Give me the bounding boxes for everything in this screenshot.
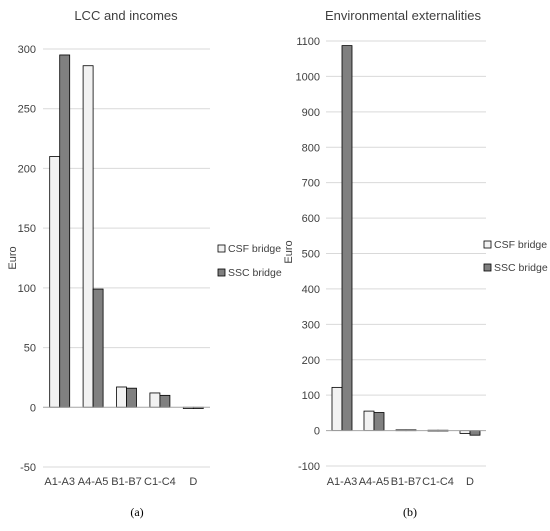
chart-a-bar-ssc-b1-b7 <box>126 387 137 408</box>
chart-b-y-tick-label: -100 <box>298 461 320 473</box>
chart-a-bar-ssc-a4-a5 <box>92 288 104 408</box>
chart-a-x-tick-label: D <box>189 476 197 488</box>
chart-a-y-tick-label: 0 <box>30 402 36 414</box>
chart-a-bar-csf-b1-b7 <box>116 386 127 408</box>
chart-b-bar-csf-a1-a3 <box>331 386 343 431</box>
chart-a-y-tick-label: 50 <box>24 343 36 355</box>
chart-b-y-ticks: -100 0 100 200 300 400 500 600 700 800 900 1000 1100 <box>296 36 320 473</box>
legend-b-ssc-swatch <box>483 263 492 272</box>
chart-b: Environmental externalities Euro -100 0 10… <box>283 8 548 519</box>
chart-b-y-tick-label: 400 <box>302 284 320 296</box>
chart-b-y-tick-label: 900 <box>302 107 320 119</box>
chart-a-x-tick-label: C1-C4 <box>144 476 176 488</box>
chart-b-y-tick-label: 700 <box>302 178 320 190</box>
chart-a-gridlines <box>43 48 210 468</box>
chart-b-y-tick-label: 300 <box>302 319 320 331</box>
chart-a-bar-ssc-c1-c4 <box>159 394 171 408</box>
chart-a: LCC and incomes Euro -50 0 50 100 150 200 250 3… <box>7 8 282 519</box>
chart-b-x-tick-label: A4-A5 <box>359 476 390 488</box>
chart-b-bar-csf-a4-a5 <box>363 410 375 431</box>
chart-b-y-tick-label: 100 <box>302 390 320 402</box>
legend-a-ssc-label: SSC bridge <box>228 267 282 279</box>
chart-a-y-tick-label: 300 <box>18 44 36 56</box>
chart-b-x-tick-label: A1-A3 <box>327 476 358 488</box>
chart-a-ylabel: Euro <box>7 246 19 269</box>
chart-b-y-tick-label: 800 <box>302 142 320 154</box>
chart-b-y-tick-label: 200 <box>302 355 320 367</box>
chart-a-y-tick-label: 200 <box>18 163 36 175</box>
chart-b-gridlines <box>326 40 486 467</box>
chart-a-bar-csf-a1-a3 <box>49 156 61 408</box>
chart-a-bar-ssc-a1-a3 <box>59 54 71 408</box>
chart-b-legend: CSF bridge SSC bridge <box>483 239 548 274</box>
panel-label-a: (a) <box>130 505 143 519</box>
legend-a-csf-label: CSF bridge <box>228 243 281 255</box>
chart-b-y-tick-label: 1000 <box>296 71 320 83</box>
chart-a-y-tick-label: -50 <box>20 462 36 474</box>
chart-b-bar-ssc-a1-a3 <box>341 45 353 431</box>
chart-a-bar-csf-a4-a5 <box>82 65 94 408</box>
chart-b-title: Environmental externalities <box>325 8 482 23</box>
chart-a-x-tick-label: B1-B7 <box>111 476 142 488</box>
chart-a-x-tick-label: A1-A3 <box>44 476 75 488</box>
chart-a-y-ticks: -50 0 50 100 150 200 250 300 <box>18 44 36 474</box>
chart-b-x-tick-label: D <box>466 476 474 488</box>
chart-a-title: LCC and incomes <box>74 8 178 23</box>
chart-b-x-tick-label: B1-B7 <box>391 476 422 488</box>
chart-a-x-tick-label: A4-A5 <box>78 476 109 488</box>
chart-b-bar-ssc-d <box>469 430 481 436</box>
chart-b-ylabel: Euro <box>283 240 295 263</box>
legend-b-ssc-label: SSC bridge <box>494 262 548 274</box>
chart-a-bars <box>49 54 204 409</box>
chart-b-bars <box>331 45 481 436</box>
chart-b-x-tick-label: C1-C4 <box>422 476 454 488</box>
legend-a-ssc-swatch <box>217 268 226 277</box>
legend-b-csf-label: CSF bridge <box>494 239 547 251</box>
legend-a-csf-swatch <box>217 244 226 253</box>
chart-b-y-tick-label: 500 <box>302 249 320 261</box>
chart-b-y-tick-label: 0 <box>314 426 320 438</box>
panel-label-b: (b) <box>403 505 417 519</box>
chart-b-y-tick-label: 1100 <box>296 36 320 48</box>
chart-b-y-tick-label: 600 <box>302 213 320 225</box>
chart-a-y-tick-label: 100 <box>18 283 36 295</box>
chart-a-bar-csf-c1-c4 <box>149 392 161 408</box>
chart-b-x-ticks: A1-A3 A4-A5 B1-B7 C1-C4 D <box>327 476 474 488</box>
legend-b-csf-swatch <box>483 240 492 249</box>
chart-a-legend: CSF bridge SSC bridge <box>217 243 282 279</box>
chart-a-y-tick-label: 150 <box>18 223 36 235</box>
chart-a-y-tick-label: 250 <box>18 104 36 116</box>
chart-b-bar-ssc-a4-a5 <box>373 412 385 431</box>
chart-a-x-ticks: A1-A3 A4-A5 B1-B7 C1-C4 D <box>44 476 197 488</box>
